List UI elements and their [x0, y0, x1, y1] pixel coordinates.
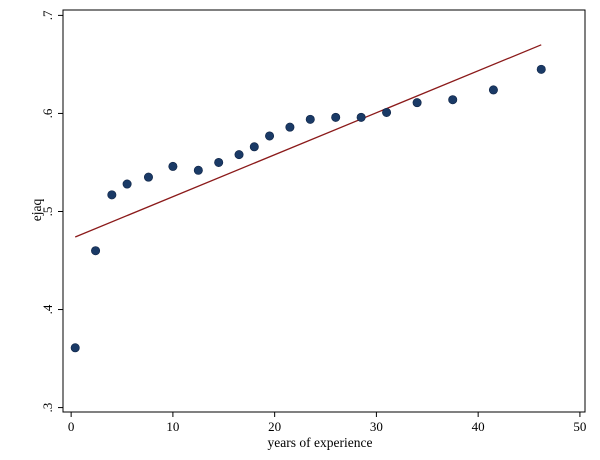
x-tick-label: 0: [68, 419, 75, 434]
data-point: [285, 122, 295, 132]
data-point: [91, 246, 101, 256]
x-tick-label: 20: [268, 419, 281, 434]
data-point: [448, 95, 458, 105]
fit-line-layer: [74, 44, 542, 238]
fit-line: [74, 44, 542, 238]
data-point: [234, 150, 244, 160]
y-tick-label: .5: [40, 207, 55, 217]
data-point: [214, 157, 224, 167]
data-point: [193, 165, 203, 175]
data-point: [168, 161, 178, 171]
data-point: [305, 114, 315, 124]
x-tick-label: 10: [166, 419, 179, 434]
y-axis-title: ejaq: [29, 199, 44, 222]
data-point: [265, 131, 275, 141]
x-tick-label: 30: [370, 419, 383, 434]
data-point: [488, 85, 498, 95]
plot-area-frame: [62, 9, 586, 413]
data-point: [356, 112, 366, 122]
data-points: [70, 64, 546, 353]
axes: 0 10 20 30 40 50 .3 .4 .5 .6 .7: [40, 10, 586, 434]
data-point: [249, 142, 259, 152]
data-point: [70, 343, 80, 353]
data-point: [382, 107, 392, 117]
y-tick-label: .6: [40, 108, 55, 118]
y-tick-label: .4: [40, 304, 55, 314]
data-point: [143, 172, 153, 182]
data-point: [122, 179, 132, 189]
data-point: [331, 112, 341, 122]
y-tick-label: .3: [40, 403, 55, 413]
x-axis-title: years of experience: [268, 435, 373, 450]
data-point: [412, 98, 422, 108]
x-tick-label: 40: [472, 419, 485, 434]
data-point: [107, 190, 117, 200]
data-point: [536, 64, 546, 74]
x-tick-label: 50: [573, 419, 586, 434]
y-tick-label: .7: [40, 10, 55, 20]
